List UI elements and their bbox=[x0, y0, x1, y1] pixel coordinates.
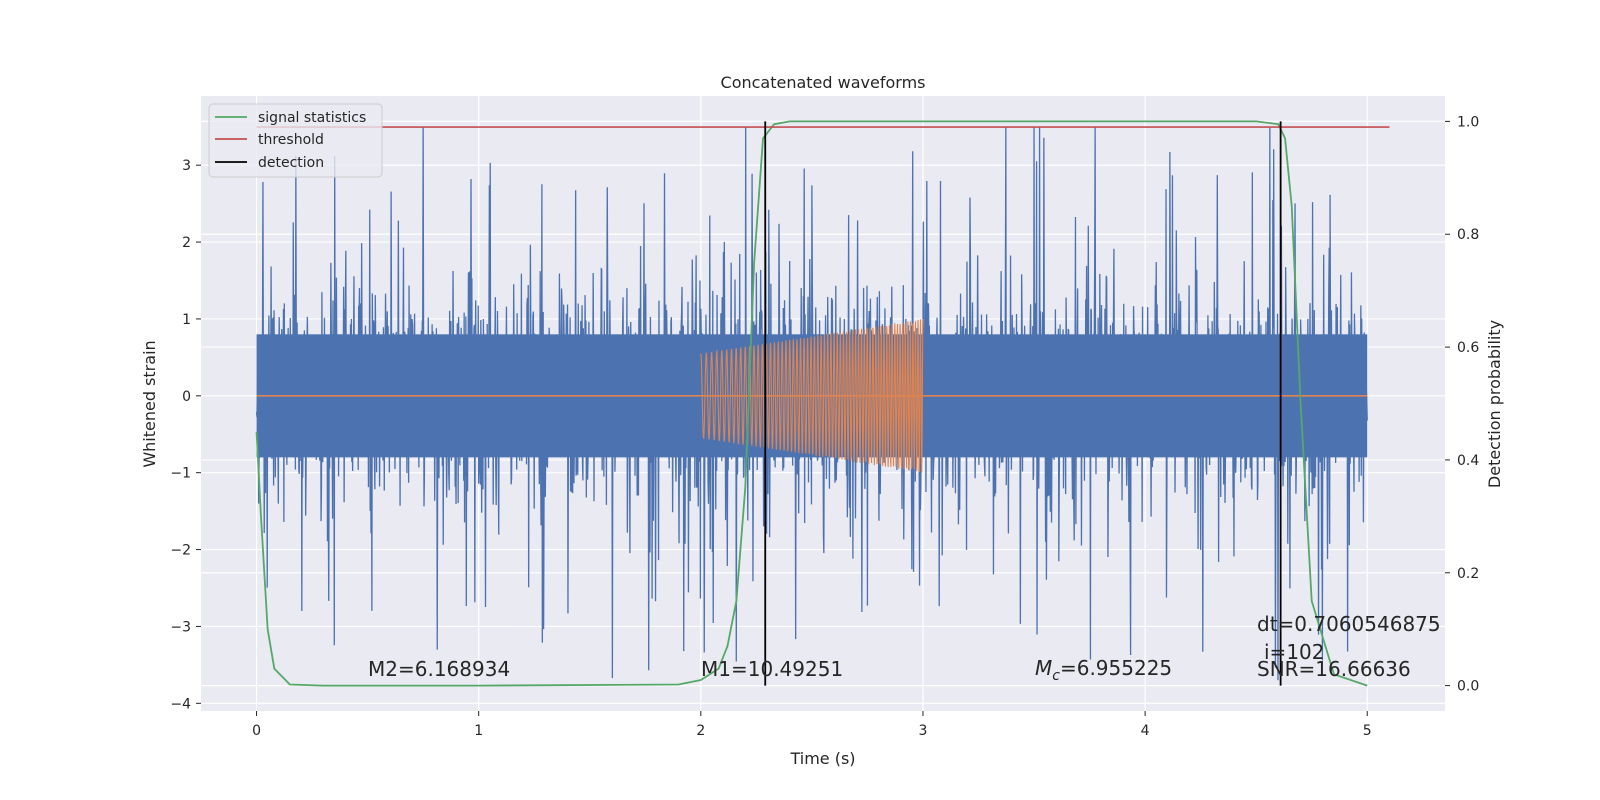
y-tick-label-7: 3 bbox=[182, 158, 191, 174]
x-axis-label: Time (s) bbox=[789, 749, 855, 768]
annotation-mc-symbol: M bbox=[1035, 656, 1052, 680]
x-tick-label-2: 2 bbox=[696, 723, 705, 739]
x-tick-label-1: 1 bbox=[474, 723, 483, 739]
y-tick-label-4: 0 bbox=[182, 389, 191, 405]
chart-title: Concatenated waveforms bbox=[721, 73, 926, 92]
annotation-mc: Mc=6.955225 bbox=[1035, 656, 1172, 684]
legend: signal statistics threshold detection bbox=[208, 103, 383, 178]
annotation-m1: M1=10.49251 bbox=[701, 657, 843, 681]
annotation-mc-value: =6.955225 bbox=[1060, 656, 1172, 680]
legend-label-detection: detection bbox=[258, 155, 324, 171]
y-right-tick-label-1: 0.2 bbox=[1457, 566, 1479, 582]
y-right-tick-label-5: 1.0 bbox=[1457, 114, 1479, 130]
detection-series bbox=[764, 121, 1282, 686]
y-tick-label-1: −3 bbox=[170, 619, 191, 635]
y-axis-right: 0.0 0.2 0.4 0.6 0.8 1.0 bbox=[1445, 114, 1479, 695]
x-tick-label-4: 4 bbox=[1141, 723, 1150, 739]
x-tick-label-0: 0 bbox=[252, 723, 261, 739]
annotation-m2: M2=6.168934 bbox=[368, 657, 510, 681]
y-tick-label-5: 1 bbox=[182, 312, 191, 328]
y-tick-label-2: −2 bbox=[170, 543, 191, 559]
y-right-tick-label-4: 0.8 bbox=[1457, 227, 1479, 243]
legend-label-threshold: threshold bbox=[258, 132, 324, 148]
y-axis-label: Whitened strain bbox=[140, 340, 159, 467]
y-tick-label-6: 2 bbox=[182, 235, 191, 251]
annotation-snr: SNR=16.66636 bbox=[1257, 657, 1411, 681]
signal-statistics-series bbox=[255, 120, 1368, 687]
legend-label-signal-statistics: signal statistics bbox=[258, 110, 366, 126]
x-tick-label-3: 3 bbox=[919, 723, 928, 739]
y-right-tick-label-0: 0.0 bbox=[1457, 679, 1479, 695]
y-tick-label-3: −1 bbox=[170, 466, 191, 482]
x-axis: 0 1 2 3 4 5 bbox=[252, 711, 1372, 739]
annotation-i: i=102 bbox=[1264, 640, 1325, 664]
signal-statistics-line bbox=[255, 120, 1368, 687]
template-series bbox=[256, 318, 1368, 473]
y-right-tick-label-2: 0.4 bbox=[1457, 453, 1479, 469]
x-tick-label-5: 5 bbox=[1363, 723, 1372, 739]
template-chirp bbox=[700, 318, 924, 473]
annotation-mc-subscript: c bbox=[1052, 668, 1060, 684]
y-axis-left: −4 −3 −2 −1 0 1 2 3 bbox=[170, 158, 201, 712]
y-right-tick-label-3: 0.6 bbox=[1457, 340, 1479, 356]
y-right-axis-label: Detection probability bbox=[1485, 320, 1504, 488]
legend-box bbox=[208, 103, 383, 178]
annotation-dt: dt=0.7060546875 bbox=[1257, 612, 1441, 636]
y-tick-label-0: −4 bbox=[170, 696, 191, 712]
